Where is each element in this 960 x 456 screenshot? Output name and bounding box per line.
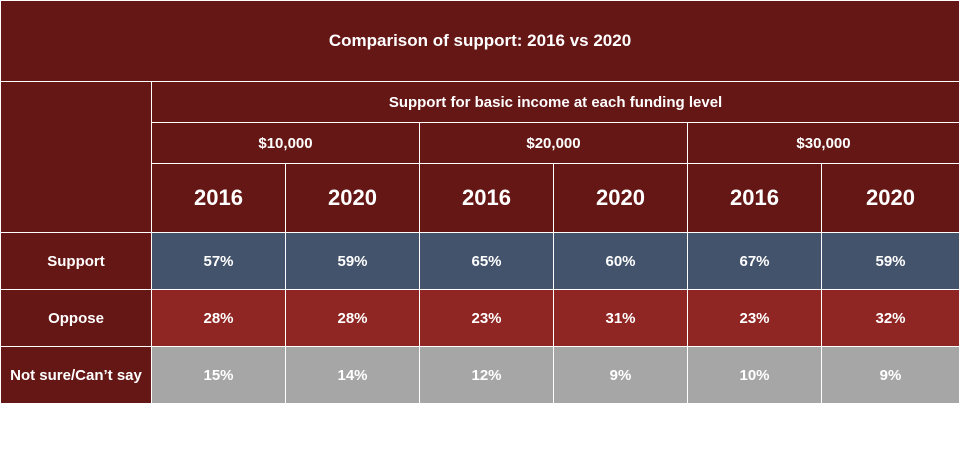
support-value: 60% <box>553 232 688 290</box>
comparison-table-container: Comparison of support: 2016 vs 2020 Supp… <box>0 0 960 404</box>
group-header-row: Support for basic income at each funding… <box>0 81 960 233</box>
corner-cell <box>0 81 152 233</box>
not-sure-value: 14% <box>285 346 420 404</box>
row-label-not-sure: Not sure/Can’t say <box>0 346 152 404</box>
not-sure-value: 10% <box>687 346 822 404</box>
oppose-value: 28% <box>151 289 286 347</box>
oppose-value: 23% <box>687 289 822 347</box>
title-row: Comparison of support: 2016 vs 2020 <box>0 0 960 82</box>
oppose-value: 23% <box>419 289 554 347</box>
not-sure-row: Not sure/Can’t say 15% 14% 12% 9% 10% 9% <box>0 346 960 404</box>
support-row: Support 57% 59% 65% 60% 67% 59% <box>0 232 960 290</box>
year-header: 2020 <box>553 163 688 233</box>
funding-level-row: $10,000 $20,000 $30,000 <box>1 122 960 164</box>
year-header: 2020 <box>820 163 960 233</box>
not-sure-value: 9% <box>820 346 960 404</box>
not-sure-value: 15% <box>151 346 286 404</box>
year-header: 2016 <box>687 163 822 233</box>
table-title: Comparison of support: 2016 vs 2020 <box>0 0 960 82</box>
oppose-value: 28% <box>285 289 420 347</box>
funding-level-30000: $30,000 <box>686 122 960 164</box>
support-value: 59% <box>285 232 420 290</box>
year-header: 2016 <box>151 163 286 233</box>
row-label-oppose: Oppose <box>0 289 152 347</box>
oppose-value: 32% <box>820 289 960 347</box>
row-label-support: Support <box>0 232 152 290</box>
funding-level-20000: $20,000 <box>419 122 688 164</box>
not-sure-value: 12% <box>419 346 554 404</box>
support-value: 59% <box>820 232 960 290</box>
year-header: 2020 <box>285 163 420 233</box>
year-row: 2016 2020 2016 2020 2016 2020 <box>1 163 960 233</box>
support-value: 65% <box>419 232 554 290</box>
not-sure-value: 9% <box>553 346 688 404</box>
funding-level-10000: $10,000 <box>151 122 420 164</box>
comparison-table: Comparison of support: 2016 vs 2020 Supp… <box>0 0 960 404</box>
support-value: 67% <box>687 232 822 290</box>
oppose-value: 31% <box>553 289 688 347</box>
group-header: Support for basic income at each funding… <box>150 81 960 123</box>
oppose-row: Oppose 28% 28% 23% 31% 23% 32% <box>0 289 960 347</box>
support-value: 57% <box>151 232 286 290</box>
year-header: 2016 <box>419 163 554 233</box>
